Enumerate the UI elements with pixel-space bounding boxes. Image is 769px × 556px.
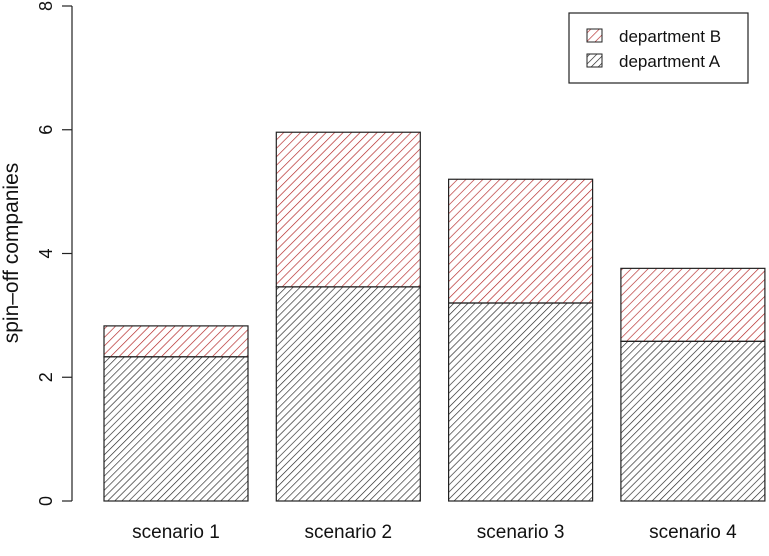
category-label-4: scenario 4 — [649, 522, 737, 543]
category-label-3: scenario 3 — [477, 522, 565, 543]
bars-group — [103, 131, 766, 502]
bar-department-b-3 — [448, 178, 594, 304]
y-tick-label-4: 4 — [36, 248, 56, 258]
legend-swatch-department-b — [586, 28, 603, 43]
legend: department B department A — [568, 12, 749, 84]
y-tick-label-8: 8 — [36, 1, 56, 11]
legend-swatch-department-a — [586, 53, 603, 68]
y-tick-label-2: 2 — [36, 372, 56, 382]
bar-department-b-1 — [103, 325, 249, 358]
bar-department-b-4 — [620, 267, 766, 342]
bar-department-a-3 — [448, 302, 594, 502]
category-label-2: scenario 2 — [304, 522, 392, 543]
bar-department-b-2 — [275, 131, 421, 288]
legend-label-department-a: department A — [619, 52, 721, 71]
y-axis-label: spin–off companies — [0, 163, 23, 344]
bar-department-a-2 — [275, 286, 421, 502]
bar-department-a-1 — [103, 356, 249, 502]
y-axis: 0 2 4 6 8 — [36, 1, 73, 506]
legend-label-department-b: department B — [619, 27, 721, 46]
legend-box — [568, 12, 749, 84]
y-tick-label-6: 6 — [36, 125, 56, 135]
category-labels: scenario 1 scenario 2 scenario 3 scenario 4 — [132, 522, 737, 543]
category-label-1: scenario 1 — [132, 522, 220, 543]
y-tick-label-0: 0 — [36, 496, 56, 506]
bar-department-a-4 — [620, 340, 766, 502]
